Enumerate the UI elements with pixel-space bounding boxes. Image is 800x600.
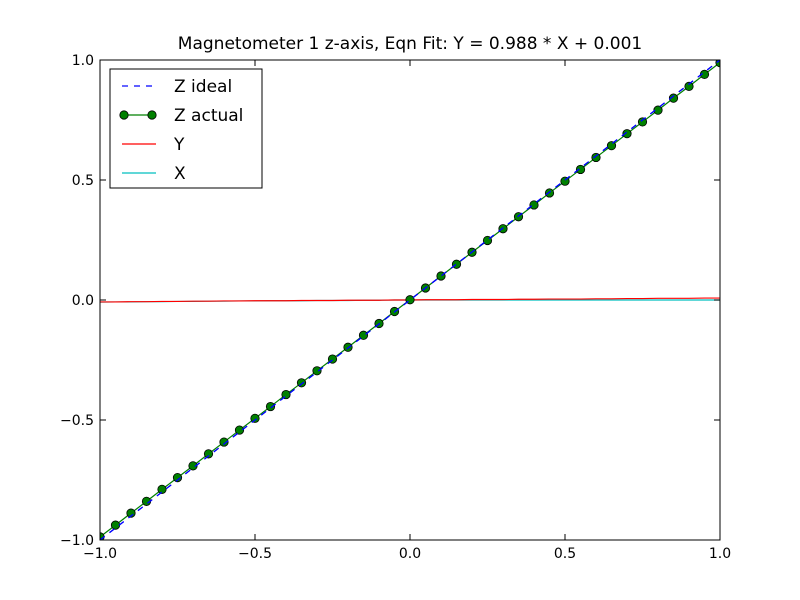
legend-item-y: Y: [122, 135, 185, 155]
data-point: [699, 69, 710, 80]
legend-item-x: X: [122, 164, 186, 184]
series-z-actual: [100, 60, 720, 540]
legend-item-z-actual: Z actual: [119, 106, 243, 126]
data-point: [529, 200, 539, 210]
data-point: [544, 188, 555, 198]
data-point: [126, 508, 136, 518]
legend-label: Y: [173, 135, 185, 155]
data-point: [250, 413, 260, 423]
legend-item-z-ideal: Z ideal: [122, 77, 232, 97]
legend: Z ideal Z actual YX: [109, 68, 263, 189]
legend-label: Z ideal: [174, 77, 232, 97]
data-point: [358, 330, 369, 340]
data-point: [110, 520, 121, 530]
data-point: [157, 484, 167, 494]
data-point: [684, 81, 694, 92]
data-point: [622, 129, 632, 139]
x-tick-label: −1.0: [83, 546, 117, 562]
legend-label: Z actual: [174, 106, 243, 126]
legend-box: [109, 68, 263, 189]
legend-marker: [147, 110, 157, 120]
legend-marker: [119, 110, 129, 120]
data-point: [637, 117, 648, 127]
data-point: [234, 425, 245, 435]
plot-area: [100, 60, 720, 540]
x-tick-label: −0.5: [238, 546, 272, 562]
data-point: [203, 449, 214, 459]
data-point: [296, 378, 307, 388]
data-point: [668, 93, 679, 103]
x-tick-label: 1.0: [709, 546, 731, 562]
data-point: [188, 461, 198, 471]
data-point: [265, 401, 276, 412]
x-tick-label: 0.5: [554, 546, 576, 562]
data-point: [575, 164, 586, 175]
x-tick-label: 0.0: [399, 546, 421, 562]
data-point: [591, 152, 601, 163]
data-point: [653, 105, 663, 115]
y-tick-label: 0.5: [72, 173, 94, 189]
data-point: [451, 259, 462, 269]
series-line-z-ideal-overlay: [100, 60, 720, 540]
data-point: [219, 437, 229, 447]
data-point: [606, 141, 617, 151]
y-tick-label: −1.0: [60, 533, 94, 549]
y-tick-label: −0.5: [60, 413, 94, 429]
axes: −1.0 −0.5 0.0 0.5 1.0 −1.0 −0.5 0.0 0.5 1.0: [60, 53, 731, 562]
legend-label: X: [174, 164, 186, 184]
chart-title: Magnetometer 1 z-axis, Eqn Fit: Y = 0.98…: [178, 34, 642, 54]
y-tick-label: 1.0: [72, 53, 94, 69]
data-point: [312, 366, 322, 376]
y-tick-label: 0.0: [72, 293, 94, 309]
data-point: [172, 472, 183, 483]
data-point: [281, 389, 291, 400]
